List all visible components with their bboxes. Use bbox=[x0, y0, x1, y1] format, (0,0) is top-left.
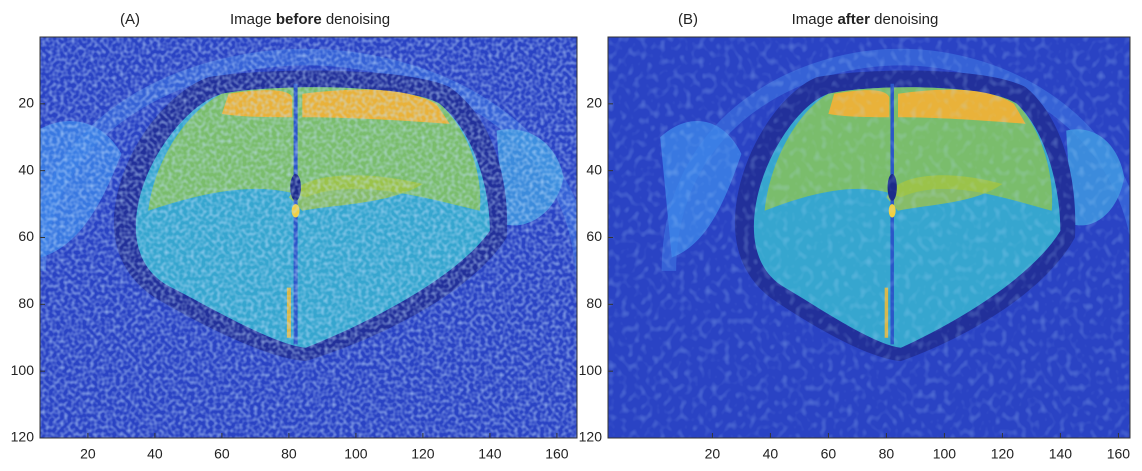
title-text: denoising bbox=[322, 11, 390, 28]
x-tick-label: 40 bbox=[763, 446, 779, 462]
x-tick-label: 160 bbox=[545, 446, 569, 462]
x-tick-label: 100 bbox=[933, 446, 957, 462]
x-tick-label: 120 bbox=[411, 446, 435, 462]
y-tick-label: 20 bbox=[18, 95, 34, 111]
x-tick-label: 140 bbox=[478, 446, 502, 462]
y-tick-label: 60 bbox=[18, 228, 34, 244]
y-tick-label: 20 bbox=[586, 95, 602, 111]
y-tick-label: 120 bbox=[11, 429, 35, 445]
x-tick-label: 40 bbox=[147, 446, 163, 462]
y-tick-label: 120 bbox=[579, 429, 603, 445]
x-tick-label: 140 bbox=[1049, 446, 1073, 462]
y-tick-label: 80 bbox=[18, 295, 34, 311]
y-tick-label: 100 bbox=[11, 362, 35, 378]
panel: 20 40 60 80 100 120 140 160 20 40 60 80 100 120 (A) Ima… bbox=[11, 11, 578, 462]
title-emphasis: after bbox=[837, 11, 870, 28]
y-tick-label: 40 bbox=[18, 161, 34, 177]
x-tick-label: 120 bbox=[991, 446, 1015, 462]
title-emphasis: before bbox=[276, 11, 322, 28]
title-text: Image bbox=[230, 11, 276, 28]
x-tick-label: 80 bbox=[281, 446, 297, 462]
title-text: Image bbox=[792, 11, 838, 28]
x-tick-label: 60 bbox=[821, 446, 837, 462]
image bbox=[40, 37, 577, 438]
panel-title: Image after denoising bbox=[792, 11, 939, 28]
x-tick-label: 20 bbox=[80, 446, 96, 462]
panel: 20 40 60 80 100 120 140 160 20 40 60 80 100 120 (B) Ima… bbox=[579, 11, 1131, 462]
noise bbox=[40, 37, 577, 438]
image bbox=[608, 37, 1130, 438]
y-tick-label: 40 bbox=[586, 161, 602, 177]
x-tick-label: 80 bbox=[879, 446, 895, 462]
x-tick-label: 60 bbox=[214, 446, 230, 462]
panel-title: Image before denoising bbox=[230, 11, 390, 28]
y-tick-label: 80 bbox=[586, 295, 602, 311]
x-tick-label: 100 bbox=[344, 446, 368, 462]
y-tick-label: 100 bbox=[579, 362, 603, 378]
x-tick-label: 160 bbox=[1107, 446, 1131, 462]
panel-label: (A) bbox=[120, 11, 140, 28]
noise bbox=[608, 37, 1130, 438]
y-tick-label: 60 bbox=[586, 228, 602, 244]
panel-label: (B) bbox=[678, 11, 698, 28]
x-tick-label: 20 bbox=[705, 446, 721, 462]
title-text: denoising bbox=[870, 11, 938, 28]
